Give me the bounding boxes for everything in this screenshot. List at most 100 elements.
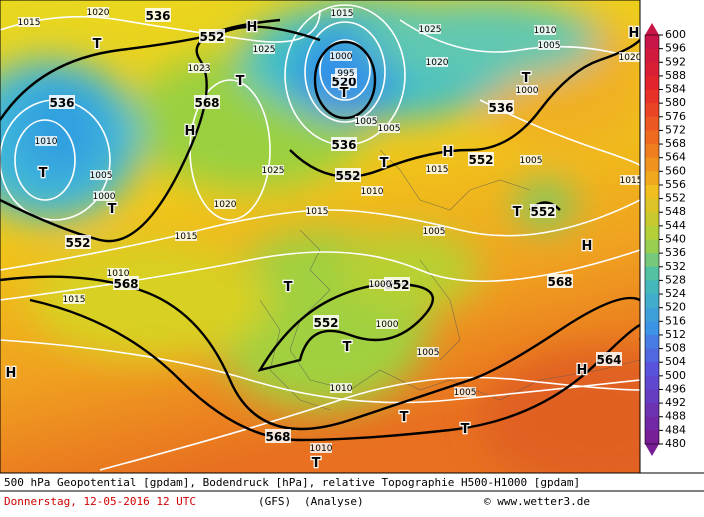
isobar-label: 995 — [335, 68, 357, 79]
label-box — [355, 116, 377, 126]
label-box — [530, 204, 556, 218]
isobar-label: 1000 — [330, 51, 353, 62]
label-box — [145, 8, 171, 22]
isobar-label: 1005 — [417, 347, 440, 358]
isobar-value: 1015 — [331, 9, 354, 19]
isobar-label: 1000 — [516, 85, 539, 96]
pressure-center: T — [400, 410, 409, 425]
isobar-label: 1010 — [330, 383, 353, 394]
isobar-label: 1005 — [90, 170, 113, 181]
isobar-value: 1020 — [87, 8, 110, 18]
pressure-center: H — [247, 20, 258, 35]
label-box — [417, 347, 439, 357]
colorbar-label: 512 — [665, 328, 686, 341]
geopotential-label: 552 — [468, 152, 494, 167]
geopotential-label: 568 — [113, 276, 139, 291]
label-box — [175, 231, 197, 241]
map-area: 536 552 536 568 520 536 552 536 552 552 552 568 552 5… — [0, 0, 643, 473]
geopotential-value: 552 — [468, 153, 493, 167]
colorbar-cell — [645, 103, 659, 118]
geopotential-value: 536 — [49, 96, 74, 110]
geopotential-label: 568 — [265, 429, 291, 444]
colorbar-cell — [645, 416, 659, 431]
geopotential-value: 536 — [331, 138, 356, 152]
isobar-label: 1005 — [454, 387, 476, 398]
isobar-value: 1015 — [426, 165, 449, 175]
pressure-center: H — [629, 26, 640, 41]
colorbar-label: 584 — [665, 83, 686, 96]
colorbar-label: 548 — [665, 205, 686, 218]
isobar-label: 1015 — [426, 164, 449, 175]
geopotential-value: 552 — [530, 205, 555, 219]
footer-model: (GFS) — [258, 495, 291, 508]
colorbar-label: 552 — [665, 192, 686, 205]
colorbar-cell — [645, 75, 659, 91]
label-box — [423, 226, 445, 236]
geopotential-value: 568 — [547, 275, 572, 289]
colorbar-label: 532 — [665, 260, 686, 273]
label-box — [369, 279, 391, 289]
colorbar-cell — [645, 157, 659, 172]
colorbar-label: 496 — [665, 382, 686, 395]
colorbar-label: 540 — [665, 233, 686, 246]
pressure-center: T — [380, 156, 389, 171]
isobar-label: 1005 — [355, 116, 377, 127]
colorbar-cell — [645, 198, 659, 213]
pressure-center: T — [236, 74, 245, 89]
label-box — [265, 429, 291, 443]
geopotential-label: 536 — [49, 95, 75, 110]
isobar-value: 1005 — [378, 124, 401, 134]
geopotential-value: 568 — [194, 96, 219, 110]
colorbar-cell — [645, 362, 659, 377]
colorbar-label: 528 — [665, 273, 686, 286]
label-box — [454, 387, 476, 397]
colorbar-cell — [645, 321, 659, 336]
isobar-value: 1005 — [90, 171, 113, 181]
label-box — [194, 95, 220, 109]
colorbar-label: 580 — [665, 96, 686, 109]
colorbar-cell — [645, 266, 659, 281]
isobar-label: 1005 — [378, 123, 401, 134]
colorbar-cell — [645, 184, 659, 200]
colorbar-cell — [645, 130, 659, 145]
geopotential-value: 568 — [265, 430, 290, 444]
isobar-label: 1015 — [306, 206, 329, 217]
label-box — [87, 7, 109, 17]
colorbar-label: 508 — [665, 342, 686, 355]
isobar-value: 1015 — [63, 295, 86, 305]
isobar-value: 1000 — [93, 192, 116, 202]
pressure-center: H — [582, 239, 593, 254]
colorbar-label: 536 — [665, 246, 686, 259]
isobar-value: 1005 — [417, 348, 440, 358]
isobar-value: 1025 — [253, 45, 276, 55]
pressure-center: T — [93, 37, 102, 52]
label-box — [107, 268, 129, 278]
label-box — [547, 274, 573, 288]
geopotential-label: 536 — [145, 8, 171, 23]
colorbar-label: 484 — [665, 423, 686, 436]
pressure-center: T — [461, 422, 470, 437]
label-box — [488, 100, 514, 114]
colorbar-label: 596 — [665, 42, 686, 55]
colorbar-label: 492 — [665, 396, 686, 409]
isobar-label: 1023 — [188, 63, 210, 74]
isobar-label: 1015 — [620, 175, 643, 186]
geopotential-value: 552 — [199, 30, 224, 44]
isobar-value: 1015 — [306, 207, 329, 217]
isobar-label: 1010 — [107, 268, 130, 279]
isobar-label: 1005 — [423, 226, 445, 237]
geopotential-value: 552 — [335, 169, 360, 183]
colorbar-tip-top — [645, 23, 659, 35]
pressure-center: T — [312, 456, 321, 471]
label-box — [426, 57, 448, 67]
colorbar-cell — [645, 225, 659, 240]
colorbar-cell — [645, 62, 659, 77]
label-box — [378, 123, 400, 133]
isobar-label: 1010 — [35, 136, 58, 147]
pressure-center: T — [343, 340, 352, 355]
isobar-value: 1000 — [330, 52, 353, 62]
isobar-value: 1015 — [620, 176, 643, 186]
isobar-label: 1025 — [419, 24, 441, 35]
pressure-center: H — [6, 366, 17, 381]
label-box — [18, 17, 40, 27]
